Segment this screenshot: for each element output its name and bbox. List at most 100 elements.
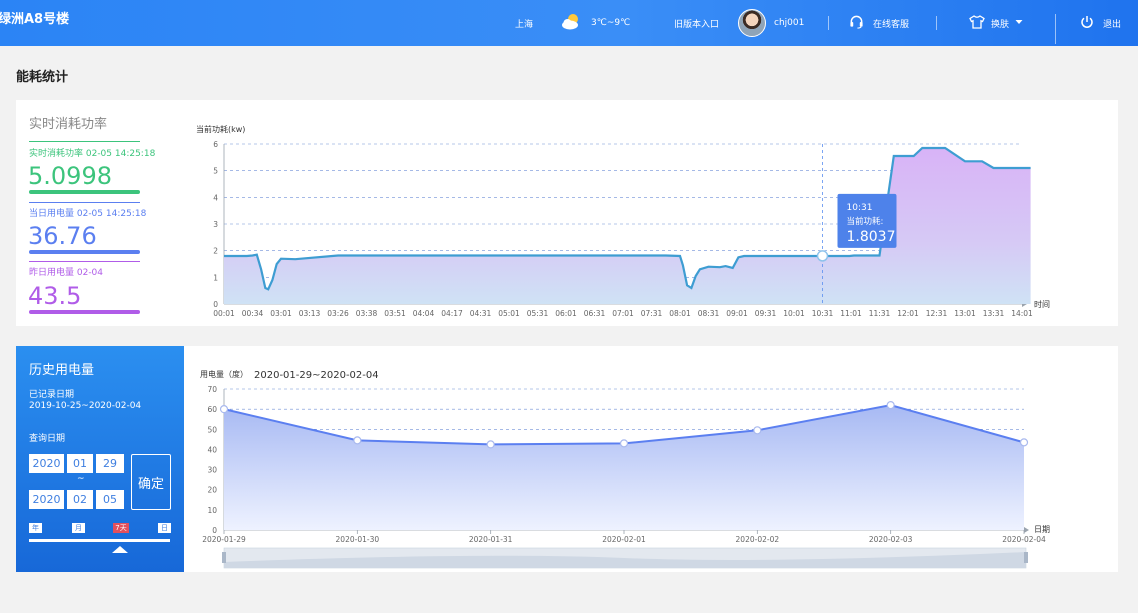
x-axis-arrow [1024, 527, 1029, 533]
today-usage-bar [29, 250, 140, 254]
range-option-day[interactable]: 日 [158, 523, 171, 533]
skin-label[interactable]: 换肤 [991, 19, 1010, 30]
online-service-label[interactable]: 在线客服 [873, 19, 910, 30]
y-tick-label: 1 [213, 273, 218, 282]
divider [29, 202, 140, 203]
y-tick-label: 6 [213, 140, 218, 149]
x-tick-label: 08:01 [669, 309, 691, 318]
date-range-label: 2020-01-29~2020-02-04 [254, 370, 379, 381]
x-tick-label: 05:31 [527, 309, 549, 318]
x-tick-label: 2020-02-01 [602, 535, 646, 544]
y-tick-label: 20 [207, 486, 217, 495]
power-icon [1080, 15, 1094, 32]
query-date-label: 查询日期 [29, 434, 66, 444]
today-usage-value: 36.76 [28, 222, 97, 250]
y-axis-label: 用电量（度） [200, 369, 248, 379]
top-bar: 绿洲A8号楼 上海 3℃~9℃ 旧版本入口 chj001 在线客服 [0, 0, 1138, 46]
old-version-link[interactable]: 旧版本入口 [674, 19, 720, 30]
y-tick-label: 3 [213, 220, 218, 229]
x-tick-label: 12:31 [926, 309, 948, 318]
current-power-label: 实时消耗功率 02-05 14:25:18 [29, 149, 156, 159]
weather-widget [561, 0, 581, 46]
username-label[interactable]: chj001 [774, 18, 805, 28]
start-year-input[interactable]: 2020 [29, 454, 64, 473]
history-title: 历史用电量 [29, 363, 95, 378]
y-tick-label: 60 [207, 405, 217, 414]
x-axis-label: 时间 [1034, 299, 1050, 309]
realtime-title: 实时消耗功率 [29, 117, 108, 132]
end-year-input[interactable]: 2020 [29, 490, 64, 509]
y-tick-label: 70 [207, 385, 217, 394]
power-line [224, 146, 1031, 291]
history-usage-chart[interactable]: 用电量（度） 2020-01-29~2020-02-04 日期 0 10 20 30 4… [184, 346, 1118, 572]
tooltip-point[interactable] [816, 250, 829, 262]
recorded-date-label: 已记录日期 [29, 390, 75, 400]
temperature-label: 3℃~9℃ [591, 18, 631, 28]
today-usage-label: 当日用电量 02-05 14:25:18 [29, 209, 147, 219]
start-day-input[interactable]: 29 [96, 454, 124, 473]
data-point[interactable] [486, 440, 495, 449]
x-tick-label: 05:01 [498, 309, 520, 318]
y-tick-label: 10 [207, 506, 217, 515]
x-tick-label: 04:04 [413, 309, 435, 318]
end-month-input[interactable]: 02 [67, 490, 93, 509]
data-point[interactable] [886, 401, 895, 410]
x-tick-label: 06:31 [584, 309, 606, 318]
y-tick-label: 4 [213, 193, 218, 202]
chevron-down-icon [1015, 18, 1023, 28]
x-tick-label: 03:01 [270, 309, 292, 318]
y-tick-label: 0 [212, 526, 217, 535]
x-tick-label: 03:13 [299, 309, 321, 318]
divider [1055, 14, 1056, 44]
data-point[interactable] [219, 405, 229, 414]
confirm-button[interactable]: 确定 [131, 454, 171, 510]
range-option-year[interactable]: 年 [29, 523, 42, 533]
y-tick-label: 40 [207, 445, 217, 454]
x-tick-label: 07:01 [612, 309, 634, 318]
yesterday-usage-label: 昨日用电量 02-04 [29, 268, 104, 278]
x-tick-label: 03:26 [327, 309, 349, 318]
zoom-handle-left[interactable] [222, 552, 226, 563]
range-option-7days[interactable]: 7天 [113, 523, 129, 533]
skin-switch-button[interactable]: 换肤 [969, 0, 1023, 46]
range-slider-track[interactable] [29, 539, 170, 542]
zoom-handle-right[interactable] [1024, 552, 1028, 563]
data-point[interactable] [353, 436, 362, 445]
data-point[interactable] [619, 439, 629, 448]
y-tick-label: 30 [207, 466, 217, 475]
building-title: 绿洲A8号楼 [0, 12, 70, 27]
power-area [224, 148, 1031, 304]
range-option-month[interactable]: 月 [72, 523, 85, 533]
x-tick-label: 04:31 [470, 309, 492, 318]
divider [29, 261, 140, 262]
x-tick-label: 2020-02-03 [869, 535, 913, 544]
x-tick-label: 00:34 [242, 309, 264, 318]
divider [29, 141, 140, 142]
headset-icon [849, 14, 864, 32]
data-point[interactable] [1019, 438, 1029, 447]
x-tick-label: 13:01 [954, 309, 976, 318]
yesterday-usage-bar [29, 310, 140, 314]
online-service-button[interactable]: 在线客服 [849, 0, 909, 46]
usage-area [224, 405, 1024, 530]
range-slider-handle[interactable] [112, 546, 128, 553]
realtime-power-chart[interactable]: 当前功耗(kw) 时间 0 1 2 3 4 5 6 00:01 00:34 03:01 03:13… [184, 100, 1118, 326]
data-zoom-slider[interactable] [222, 547, 1028, 569]
data-point[interactable] [753, 426, 762, 435]
logout-label[interactable]: 退出 [1103, 19, 1122, 30]
x-tick-label: 06:01 [555, 309, 577, 318]
logout-button[interactable]: 退出 [1080, 0, 1121, 46]
y-tick-label: 50 [207, 425, 217, 434]
recorded-date-range: 2019-10-25~2020-02-04 [29, 401, 142, 411]
tooltip: 10:31 当前功耗: 1.8037 [837, 193, 897, 248]
x-tick-label: 2020-02-04 [1002, 535, 1046, 544]
y-tick-label: 0 [213, 300, 218, 309]
x-tick-label: 2020-01-29 [202, 535, 246, 544]
start-month-input[interactable]: 01 [67, 454, 93, 473]
x-axis-label: 日期 [1034, 525, 1050, 534]
user-menu[interactable]: chj001 [738, 0, 804, 46]
avatar[interactable] [738, 9, 766, 37]
shirt-icon [969, 14, 985, 32]
end-day-input[interactable]: 05 [96, 490, 124, 509]
divider [828, 16, 829, 30]
